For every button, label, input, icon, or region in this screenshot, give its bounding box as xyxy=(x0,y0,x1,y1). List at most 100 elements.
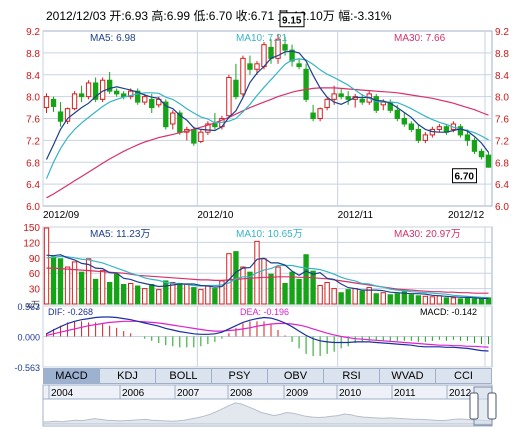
tab-kdj[interactable]: KDJ xyxy=(100,369,156,383)
volume-tick: 90 xyxy=(29,254,41,265)
volume-bar xyxy=(478,297,485,305)
candle-body xyxy=(113,90,120,95)
navigator-area xyxy=(42,402,493,425)
price-tick-right: 7.6 xyxy=(495,115,509,126)
price-tick-left: 8.4 xyxy=(26,71,40,82)
candle-body xyxy=(212,123,218,128)
candle-body xyxy=(99,79,106,100)
price-tick-right: 6.0 xyxy=(495,202,509,213)
navigator-year-label: 2010 xyxy=(339,388,362,399)
volume-bar xyxy=(436,295,443,305)
candle-body xyxy=(43,96,50,109)
candle-body xyxy=(317,108,323,119)
candle-body xyxy=(64,108,71,122)
price-tick-left: 6.8 xyxy=(26,158,40,169)
price-date-label: 2012/09 xyxy=(43,210,80,221)
volume-bar xyxy=(198,289,204,305)
volume-bar xyxy=(352,288,358,305)
navigator-year-label: 2012 xyxy=(449,388,472,399)
candle-body xyxy=(338,93,344,98)
ma5-line xyxy=(45,50,489,160)
volume-bar xyxy=(106,281,113,305)
dea-line xyxy=(46,320,489,348)
navigator-year-label: 2008 xyxy=(230,388,253,399)
price-annotation-box xyxy=(279,12,305,28)
candle-body xyxy=(408,123,414,130)
volume-bar xyxy=(149,283,155,305)
volume-bar xyxy=(121,283,127,305)
volume-bar xyxy=(422,295,429,305)
volume-bar xyxy=(373,293,379,305)
volume-bar xyxy=(303,254,309,305)
volume-bar xyxy=(401,291,407,305)
candle-body xyxy=(268,46,274,59)
volume-bar xyxy=(113,273,120,305)
volume-bar xyxy=(71,261,78,305)
tab-wvad[interactable]: WVAD xyxy=(380,369,436,383)
volume-bar xyxy=(92,278,99,305)
candle-body xyxy=(373,96,379,111)
price-tick-right: 6.4 xyxy=(495,180,509,191)
price-legend-ma10: MA10: 7.21 xyxy=(236,33,288,44)
price-tick-left: 7.2 xyxy=(26,136,40,147)
volume-bar xyxy=(289,271,295,305)
candle-body xyxy=(170,112,176,125)
candle-body xyxy=(310,112,316,119)
price-tick-right: 8.4 xyxy=(495,71,509,82)
macd-legend-macd: MACD: -0.142 xyxy=(420,307,477,317)
price-annotation-label: 9.15 xyxy=(282,16,302,27)
navigator-left-handle xyxy=(469,392,479,420)
price-annotation-box xyxy=(451,168,477,184)
volume-bar xyxy=(99,270,106,305)
volume-bar xyxy=(443,297,450,305)
candle-body xyxy=(485,154,492,168)
candle-body xyxy=(191,128,197,144)
tab-macd[interactable]: MACD xyxy=(44,369,100,383)
candle-body xyxy=(92,82,99,100)
tab-boll[interactable]: BOLL xyxy=(156,369,212,383)
volume-bar xyxy=(191,287,197,305)
candle-body xyxy=(282,44,288,51)
price-tick-left: 9.2 xyxy=(26,27,40,38)
volume-bar xyxy=(275,266,281,305)
dif-line xyxy=(46,316,489,352)
volume-bar xyxy=(156,289,162,305)
volume-bar xyxy=(415,295,422,305)
candle-body xyxy=(261,44,267,68)
candle-body xyxy=(436,126,443,130)
price-tick-left: 7.6 xyxy=(26,115,40,126)
macd-tick: 0.563 xyxy=(17,302,40,312)
navigator-year-label: 2006 xyxy=(122,388,145,399)
volume-bar xyxy=(43,227,50,305)
volume-bar xyxy=(212,288,218,305)
ma30-line xyxy=(46,87,489,199)
volume-bar xyxy=(324,281,330,305)
candle-body xyxy=(233,79,239,98)
candle-body xyxy=(478,150,485,158)
volume-bar xyxy=(394,293,400,305)
price-tick-right: 8.0 xyxy=(495,93,509,104)
price-annotation-label: 6.70 xyxy=(454,172,474,183)
candle-body xyxy=(331,93,337,100)
volume-bar xyxy=(359,290,365,305)
volume-bar xyxy=(317,285,323,305)
price-tick-right: 6.8 xyxy=(495,158,509,169)
candle-body xyxy=(394,109,400,119)
candle-body xyxy=(422,134,429,141)
volume-bar xyxy=(170,281,176,305)
macd-legend-dif: DIF: -0.268 xyxy=(48,307,93,317)
tab-rsi[interactable]: RSI xyxy=(324,369,380,383)
candle-body xyxy=(205,123,211,133)
candle-body xyxy=(198,131,204,142)
tab-obv[interactable]: OBV xyxy=(268,369,324,383)
candle-body xyxy=(303,68,309,100)
price-tick-right: 7.2 xyxy=(495,136,509,147)
tab-psy[interactable]: PSY xyxy=(212,369,268,383)
macd-tick: -0.563 xyxy=(14,363,40,373)
price-tick-right: 9.2 xyxy=(495,27,509,38)
tab-cci[interactable]: CCI xyxy=(454,370,473,382)
volume-bar xyxy=(380,292,386,305)
volume-unit-label: x万 xyxy=(26,300,40,310)
volume-bar xyxy=(457,298,464,305)
volume-bar xyxy=(408,294,414,305)
